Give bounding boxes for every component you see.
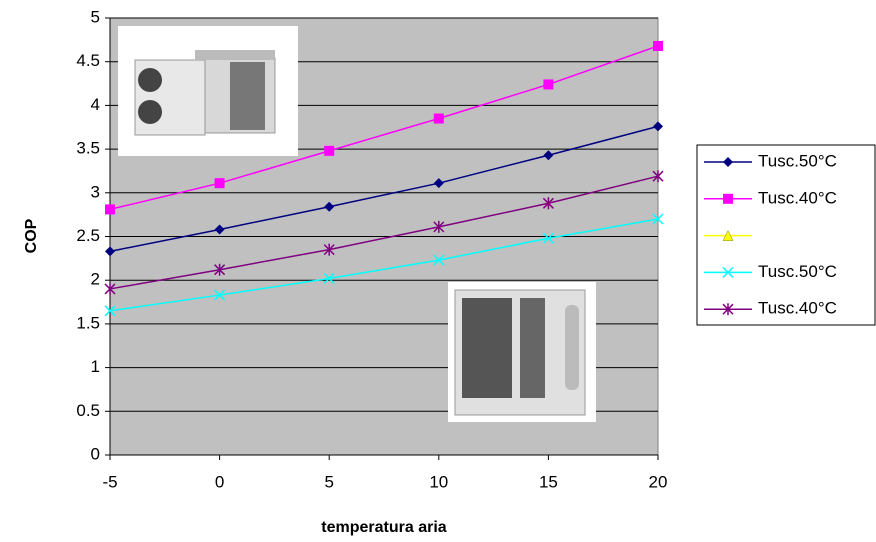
y-tick-label: 3.5 [76, 139, 100, 158]
marker [323, 272, 335, 284]
marker [543, 79, 554, 90]
marker [104, 305, 116, 317]
marker [214, 178, 225, 189]
series-line [109, 125, 659, 253]
marker [542, 232, 554, 244]
legend-label: Tusc.40°C [758, 188, 837, 207]
x-tick-label: -5 [102, 472, 117, 491]
marker [652, 170, 664, 183]
legend-label: Tusc.40°C [758, 299, 837, 318]
y-tick-label: 1.5 [76, 313, 100, 332]
marker [722, 230, 734, 241]
series-line [109, 175, 659, 290]
marker [105, 204, 115, 215]
y-tick-label: 2 [91, 270, 100, 289]
marker [323, 243, 335, 256]
marker [723, 157, 733, 167]
x-tick-label: 0 [215, 472, 224, 491]
marker [214, 224, 225, 235]
product-photo [448, 282, 596, 422]
legend-entry: Tusc.50°C [704, 262, 837, 281]
marker [433, 220, 445, 233]
marker [433, 178, 444, 189]
marker [653, 121, 663, 132]
marker [652, 213, 664, 225]
x-tick-label: 5 [324, 472, 333, 491]
legend-entry [704, 230, 752, 241]
marker [723, 193, 733, 204]
marker [105, 246, 115, 257]
series-line [109, 45, 659, 211]
legend-label: Tusc.50°C [758, 151, 837, 170]
marker [214, 289, 226, 301]
x-axis-title: temperatura aria [321, 519, 446, 536]
marker [324, 145, 335, 156]
y-tick-label: 2.5 [76, 226, 100, 245]
y-axis-title: COP [23, 218, 40, 253]
marker [542, 197, 554, 210]
marker [433, 113, 444, 124]
legend-label: Tusc.50°C [758, 262, 837, 281]
legend-entry: Tusc.40°C [704, 299, 837, 318]
x-tick-label: 10 [429, 472, 448, 491]
y-tick-label: 3 [91, 182, 100, 201]
x-tick-label: 15 [539, 472, 558, 491]
series-line [109, 218, 659, 312]
marker [543, 150, 554, 161]
marker [104, 282, 116, 295]
y-tick-label: 0 [91, 444, 100, 463]
marker [653, 40, 663, 51]
marker [324, 201, 335, 212]
y-tick-label: 0.5 [76, 401, 100, 420]
x-tick-label: 20 [649, 472, 668, 491]
y-tick-label: 4 [91, 95, 100, 114]
y-tick-label: 4.5 [76, 51, 100, 70]
legend-entry: Tusc.40°C [704, 188, 837, 207]
marker [722, 303, 734, 316]
marker [214, 263, 226, 276]
marker [433, 254, 445, 266]
legend-entry: Tusc.50°C [704, 151, 837, 170]
y-tick-label: 5 [91, 7, 100, 26]
marker [722, 266, 734, 278]
product-photo [118, 26, 298, 156]
y-tick-label: 1 [91, 357, 100, 376]
